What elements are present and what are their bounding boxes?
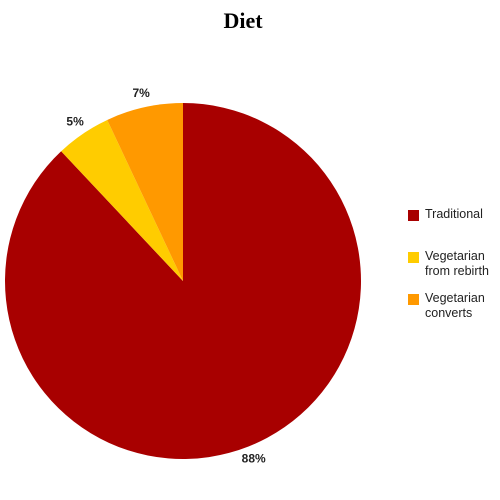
legend-item: Vegetarian from rebirth — [408, 249, 498, 291]
data-label: 5% — [66, 114, 84, 128]
legend-swatch — [408, 294, 419, 305]
legend-item: Traditional — [408, 207, 498, 249]
chart-title: Diet — [223, 8, 263, 33]
legend-label: Vegetarian from rebirth — [425, 249, 489, 278]
legend-label: Traditional — [425, 207, 483, 221]
pie-slice — [5, 103, 362, 459]
legend-swatch — [408, 252, 419, 263]
pie-slice — [107, 103, 183, 281]
legend-item: Vegetarian converts — [408, 291, 498, 333]
legend: Traditional Vegetarian from rebirth Vegeta… — [408, 207, 498, 333]
data-label: 88% — [242, 452, 266, 466]
legend-label: Vegetarian converts — [425, 291, 485, 320]
data-label: 7% — [132, 86, 150, 100]
legend-swatch — [408, 210, 419, 221]
pie-slice — [61, 119, 183, 281]
